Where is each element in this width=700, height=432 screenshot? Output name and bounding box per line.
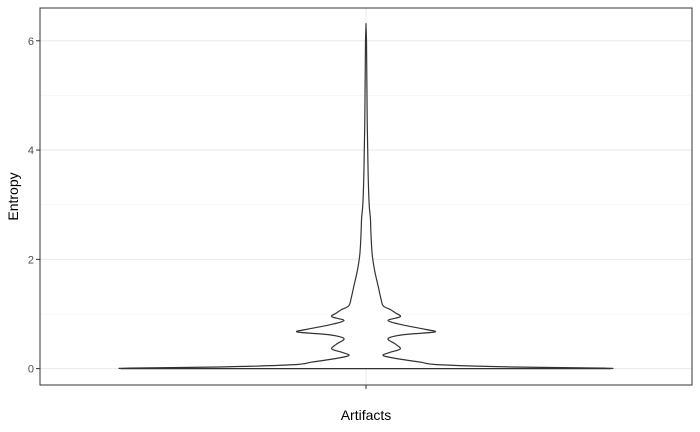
violin-shape: [118, 22, 614, 370]
y-tick-label: 6: [28, 36, 34, 48]
y-tick-label: 4: [28, 145, 34, 157]
y-axis-ticks: 0 2 4 6: [28, 36, 40, 376]
y-axis-title: Entropy: [5, 172, 21, 220]
violin-plot: [118, 22, 614, 370]
y-tick-label: 2: [28, 254, 34, 266]
y-tick-label: 0: [28, 364, 34, 376]
x-axis-title: Artifacts: [341, 407, 392, 423]
